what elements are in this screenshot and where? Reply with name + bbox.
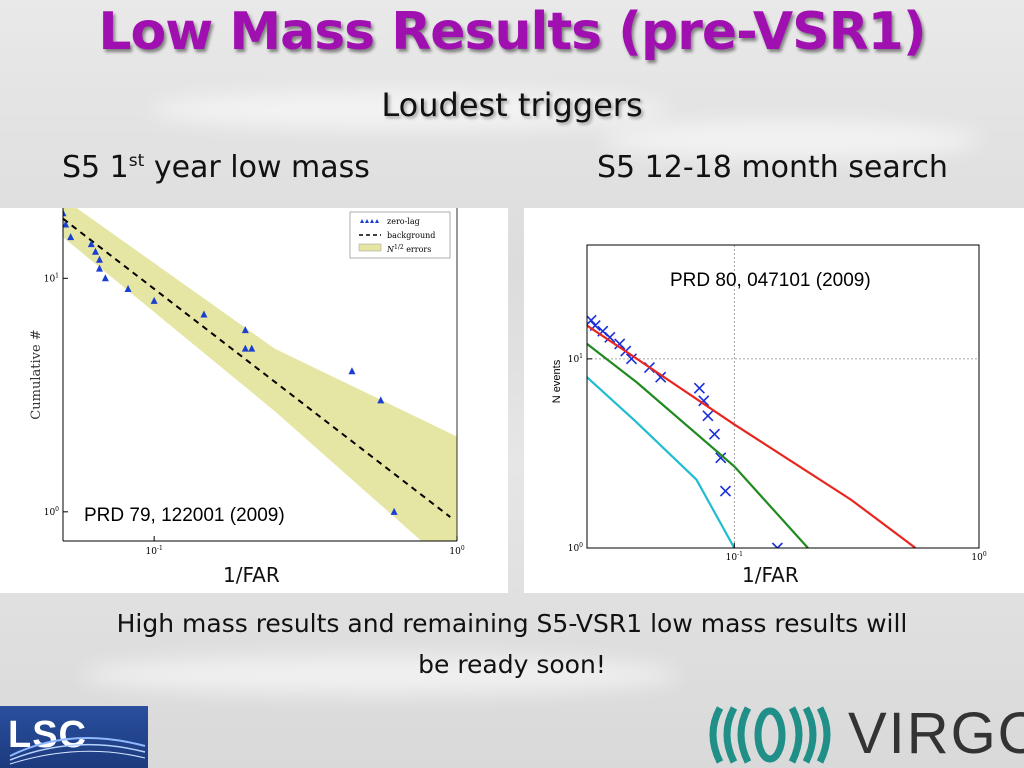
- right-chart-xlabel: 1/FAR: [742, 563, 799, 587]
- x-tick-label: 10-1: [146, 545, 163, 557]
- background-line: [63, 217, 451, 518]
- zero-lag-point: [91, 247, 99, 255]
- zero-lag-point: [200, 310, 208, 318]
- virgo-wave-icon: [709, 706, 831, 764]
- event-point: [715, 452, 727, 464]
- right-column-heading: S5 12-18 month search: [597, 150, 948, 185]
- background-streak: [600, 120, 980, 160]
- zero-lag-point: [124, 284, 132, 292]
- plot-area: [63, 208, 457, 541]
- virgo-logo: VIRGO: [700, 700, 1024, 768]
- zero-lag-point: [87, 240, 95, 248]
- event-point: [625, 353, 638, 365]
- plot-area: [587, 314, 917, 548]
- zero-lag-point: [96, 264, 104, 272]
- y-tick-label: 101: [44, 272, 59, 284]
- legend-band-marker: [358, 243, 382, 252]
- zero-lag-point: [348, 367, 356, 375]
- footer-line-1: High mass results and remaining S5-VSR1 …: [116, 609, 908, 638]
- zero-lag-point: [63, 220, 70, 228]
- x-tick-label: 100: [449, 545, 464, 557]
- zero-lag-point: [96, 255, 104, 263]
- y-tick-label: 101: [568, 353, 583, 365]
- slide-title: Low Mass Results (pre-VSR1): [98, 2, 926, 62]
- y-tick-label: 100: [568, 542, 583, 554]
- zero-lag-point: [248, 344, 256, 352]
- right-chart-annotation: PRD 80, 047101 (2009): [670, 270, 871, 291]
- zero-lag-point: [390, 507, 398, 515]
- event-point: [587, 314, 597, 326]
- left-chart-xlabel: 1/FAR: [223, 563, 280, 587]
- event-point: [719, 485, 732, 497]
- expected-curve-1: [587, 324, 917, 548]
- plot-frame: [586, 244, 980, 549]
- zero-lag-point: [377, 396, 385, 404]
- x-tick-label: 100: [971, 551, 986, 563]
- zero-lag-point: [241, 344, 249, 352]
- event-point: [708, 428, 721, 440]
- expected-curve-3: [587, 376, 736, 548]
- left-heading-main: S5 1: [62, 150, 129, 185]
- event-point: [702, 410, 714, 422]
- lsc-wave-icon: [9, 737, 146, 765]
- x-tick-label: 10-1: [726, 551, 743, 563]
- legend-zero-lag-marker: [360, 219, 364, 223]
- right-chart: 10-1 100 100 101 N events: [551, 244, 987, 563]
- footer-note: High mass results and remaining S5-VSR1 …: [60, 603, 964, 685]
- expected-curve-2: [587, 343, 809, 548]
- left-column-heading: S5 1st year low mass: [62, 150, 370, 185]
- virgo-logo-text: VIRGO: [848, 701, 1024, 766]
- left-chart-panel: 10-1 100 100 101 Cumulative # zero-lag backgro…: [0, 208, 508, 593]
- event-point: [693, 382, 705, 394]
- legend-label: background: [387, 231, 435, 240]
- y-axis-label: N events: [551, 359, 563, 403]
- left-heading-sup: st: [128, 151, 145, 171]
- legend-zero-lag-marker: [365, 219, 369, 223]
- legend-label: zero-lag: [387, 217, 420, 226]
- legend-zero-lag-marker: [370, 219, 374, 223]
- zero-lag-point: [101, 274, 109, 282]
- event-point: [604, 331, 616, 343]
- footer-line-2: be ready soon!: [418, 650, 606, 679]
- y-axis-label: Cumulative #: [29, 329, 44, 419]
- background-streak: [80, 655, 680, 695]
- error-band: [63, 208, 457, 541]
- lsc-logo: LSC: [0, 706, 148, 768]
- background-streak: [150, 90, 670, 130]
- zero-lag-point: [67, 233, 75, 241]
- right-chart-panel: 10-1 100 100 101 N events: [524, 208, 1024, 593]
- legend-label: N1/2 errors: [386, 244, 431, 254]
- y-tick-label: 100: [44, 506, 59, 518]
- left-heading-rest: year low mass: [144, 150, 370, 185]
- event-point: [698, 395, 710, 407]
- zero-lag-point: [241, 326, 249, 334]
- left-chart: 10-1 100 100 101 Cumulative # zero-lag backgro…: [29, 208, 465, 557]
- event-point: [771, 542, 783, 548]
- left-chart-annotation: PRD 79, 122001 (2009): [84, 505, 285, 526]
- slide-subtitle: Loudest triggers: [381, 86, 643, 124]
- zero-lag-point: [150, 296, 158, 304]
- legend-zero-lag-marker: [375, 219, 379, 223]
